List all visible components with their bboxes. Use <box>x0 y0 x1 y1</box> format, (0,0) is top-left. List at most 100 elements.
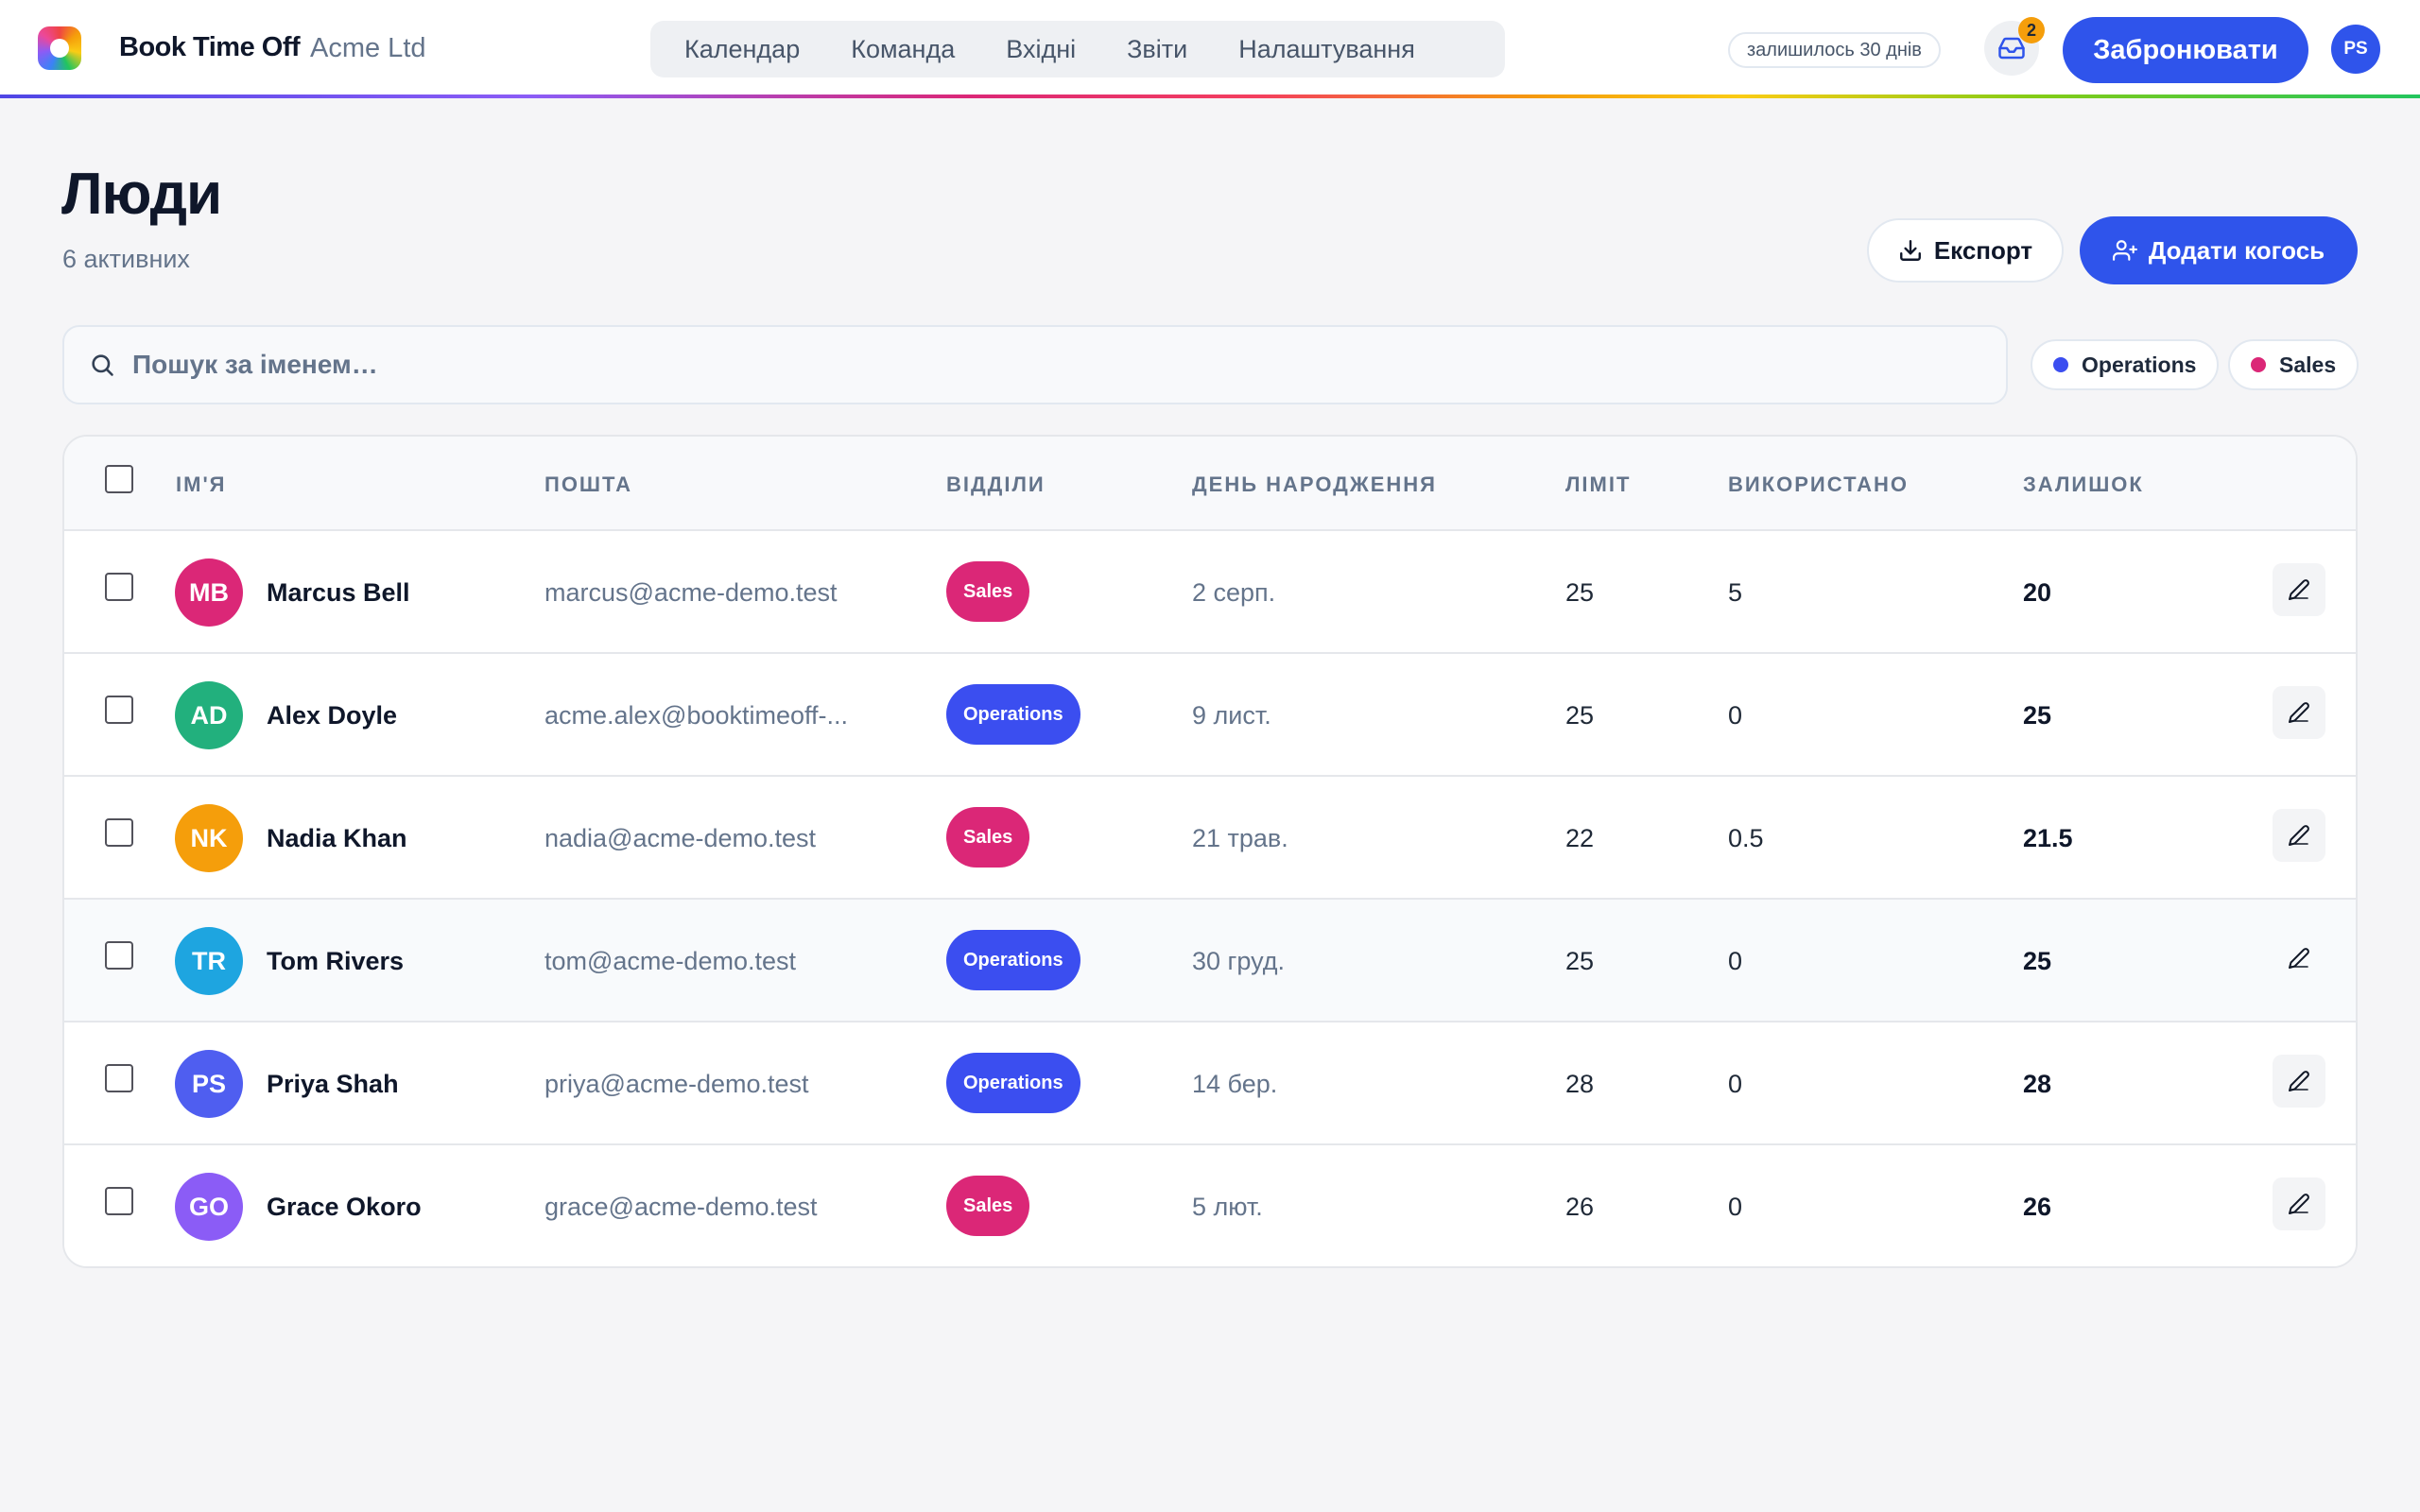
table-row[interactable]: PS Priya Shah priya@acme-demo.test Operatio… <box>64 1022 2356 1145</box>
main-nav: Календар Команда Вхідні Звіти Налаштуван… <box>650 21 1505 77</box>
birthday: 14 бер. <box>1192 1070 1278 1098</box>
allowance-limit: 26 <box>1565 1193 1595 1221</box>
filter-chip-sales[interactable]: Sales <box>2228 339 2360 390</box>
filter-label: Operations <box>2082 352 2197 377</box>
operations-dot <box>2053 357 2068 372</box>
active-count: 6 активних <box>62 245 190 273</box>
nav-team[interactable]: Команда <box>851 35 956 63</box>
nav-reports[interactable]: Звіти <box>1127 35 1188 63</box>
table-row[interactable]: NK Nadia Khan nadia@acme-demo.test Sales 21 … <box>64 777 2356 900</box>
column-used[interactable]: ВИКОРИСТАНО <box>1728 472 1910 496</box>
days-used: 0 <box>1728 1193 1743 1221</box>
edit-button[interactable] <box>2273 1177 2325 1230</box>
column-birthday[interactable]: ДЕНЬ НАРОДЖЕННЯ <box>1192 472 1437 496</box>
avatar: TR <box>175 927 243 995</box>
table-row[interactable]: TR Tom Rivers tom@acme-demo.test Operations… <box>64 900 2356 1022</box>
table-row[interactable]: MB Marcus Bell marcus@acme-demo.test Sales 2… <box>64 531 2356 654</box>
row-checkbox[interactable] <box>105 1187 133 1215</box>
column-remaining[interactable]: ЗАЛИШОК <box>2023 472 2144 496</box>
search-icon <box>92 354 113 376</box>
header-accent-bar <box>0 94 2420 98</box>
row-checkbox[interactable] <box>105 573 133 601</box>
person-email: marcus@acme-demo.test <box>544 578 838 607</box>
person-email: acme.alex@booktimeoff-... <box>544 701 849 730</box>
column-limit[interactable]: ЛІМІТ <box>1565 472 1632 496</box>
edit-button[interactable] <box>2273 563 2325 616</box>
birthday: 5 лют. <box>1192 1193 1263 1221</box>
organization-name: Acme Ltd <box>310 33 426 63</box>
birthday: 2 серп. <box>1192 578 1276 607</box>
filter-chip-operations[interactable]: Operations <box>2031 339 2220 390</box>
person-name[interactable]: Marcus Bell <box>267 578 410 607</box>
inbox-count-badge: 2 <box>2018 17 2045 43</box>
days-used: 0.5 <box>1728 824 1764 852</box>
brand-name: Book Time Off <box>119 32 301 62</box>
days-remaining: 28 <box>2023 1070 2052 1098</box>
column-name[interactable]: ІМ'Я <box>176 472 227 496</box>
days-remaining-badge: залишилось 30 днів <box>1728 32 1941 68</box>
allowance-limit: 25 <box>1565 578 1595 607</box>
user-avatar[interactable]: PS <box>2331 25 2380 74</box>
nav-settings[interactable]: Налаштування <box>1238 35 1415 63</box>
row-checkbox[interactable] <box>105 696 133 724</box>
table-row[interactable]: AD Alex Doyle acme.alex@booktimeoff-... Ope… <box>64 654 2356 777</box>
top-bar: Book Time Off Acme Ltd Календар Команда … <box>0 0 2420 98</box>
edit-button[interactable] <box>2273 1055 2325 1108</box>
book-time-off-button[interactable]: Забронювати <box>2063 17 2308 83</box>
row-checkbox[interactable] <box>105 1064 133 1092</box>
app-logo[interactable] <box>38 26 81 70</box>
people-table: ІМ'Я ПОШТА ВІДДІЛИ ДЕНЬ НАРОДЖЕННЯ ЛІМІТ… <box>62 435 2358 1268</box>
person-name[interactable]: Alex Doyle <box>267 701 398 730</box>
birthday: 21 трав. <box>1192 824 1288 852</box>
export-label: Експорт <box>1933 235 2033 265</box>
edit-button[interactable] <box>2273 932 2325 985</box>
birthday: 30 груд. <box>1192 947 1285 975</box>
avatar: MB <box>175 558 243 627</box>
nav-calendar[interactable]: Календар <box>684 35 801 63</box>
nav-inbox[interactable]: Вхідні <box>1006 35 1077 63</box>
allowance-limit: 25 <box>1565 701 1595 730</box>
add-person-label: Додати когось <box>2148 235 2325 265</box>
days-used: 0 <box>1728 1070 1743 1098</box>
edit-button[interactable] <box>2273 809 2325 862</box>
person-email: priya@acme-demo.test <box>544 1070 809 1098</box>
department-badge: Sales <box>946 561 1030 622</box>
days-remaining: 25 <box>2023 701 2052 730</box>
person-email: tom@acme-demo.test <box>544 947 796 975</box>
days-used: 5 <box>1728 578 1743 607</box>
person-name[interactable]: Nadia Khan <box>267 824 407 852</box>
avatar: NK <box>175 804 243 872</box>
sales-dot <box>2251 357 2266 372</box>
search-input[interactable] <box>132 350 1928 380</box>
pencil-icon <box>2289 825 2309 846</box>
table-header: ІМ'Я ПОШТА ВІДДІЛИ ДЕНЬ НАРОДЖЕННЯ ЛІМІТ… <box>64 437 2356 531</box>
add-user-icon <box>2112 240 2137 261</box>
person-name[interactable]: Grace Okoro <box>267 1193 422 1221</box>
download-icon <box>1899 240 1921 261</box>
days-used: 0 <box>1728 947 1743 975</box>
person-email: grace@acme-demo.test <box>544 1193 818 1221</box>
export-button[interactable]: Експорт <box>1867 218 2064 283</box>
table-row[interactable]: GO Grace Okoro grace@acme-demo.test Sales 5 … <box>64 1145 2356 1266</box>
department-badge: Operations <box>946 684 1080 745</box>
person-name[interactable]: Priya Shah <box>267 1070 399 1098</box>
pencil-icon <box>2289 948 2309 969</box>
person-name[interactable]: Tom Rivers <box>267 947 405 975</box>
allowance-limit: 22 <box>1565 824 1595 852</box>
edit-button[interactable] <box>2273 686 2325 739</box>
column-departments[interactable]: ВІДДІЛИ <box>946 472 1046 496</box>
pencil-icon <box>2289 702 2309 723</box>
column-email[interactable]: ПОШТА <box>544 472 632 496</box>
department-badge: Operations <box>946 1053 1080 1113</box>
filter-label: Sales <box>2279 352 2337 377</box>
days-remaining: 20 <box>2023 578 2052 607</box>
add-person-button[interactable]: Додати когось <box>2080 216 2358 284</box>
row-checkbox[interactable] <box>105 941 133 970</box>
days-remaining: 26 <box>2023 1193 2052 1221</box>
pencil-icon <box>2289 579 2309 600</box>
avatar: PS <box>175 1050 243 1118</box>
department-badge: Operations <box>946 930 1080 990</box>
select-all-checkbox[interactable] <box>105 465 133 493</box>
person-email: nadia@acme-demo.test <box>544 824 817 852</box>
row-checkbox[interactable] <box>105 818 133 847</box>
